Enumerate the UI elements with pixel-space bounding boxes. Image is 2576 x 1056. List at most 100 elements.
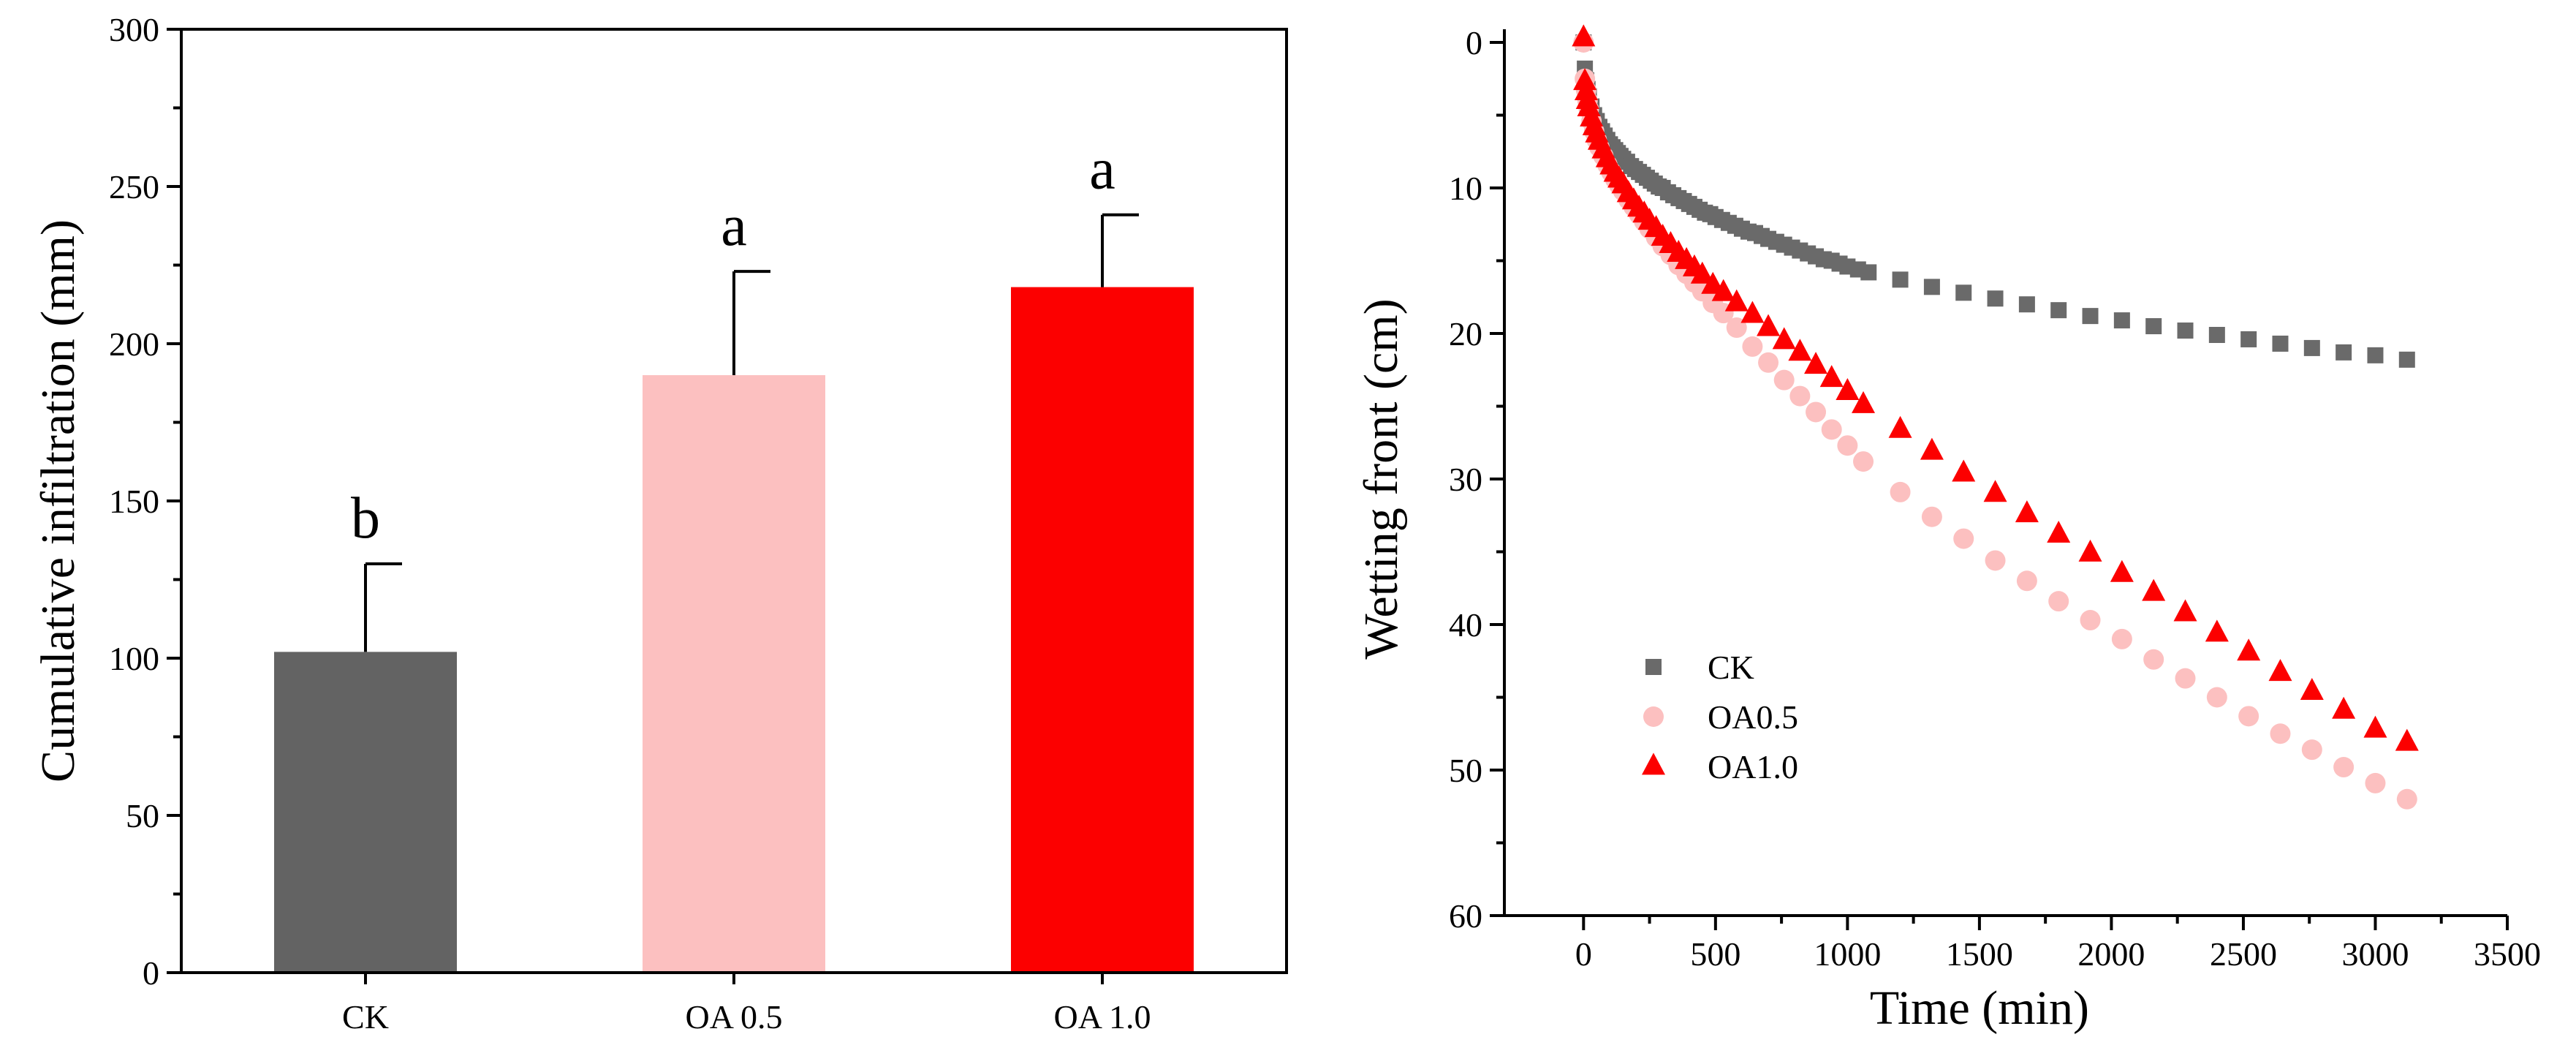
data-point: [2268, 659, 2292, 682]
legend-marker: [1645, 659, 1662, 675]
data-point: [2018, 296, 2035, 313]
error-bars: [364, 213, 1139, 652]
data-point: [1955, 284, 1972, 301]
data-point: [2396, 788, 2417, 810]
data-point: [1773, 369, 1795, 391]
data-point: [1788, 339, 1812, 361]
data-point: [1690, 261, 1714, 284]
data-point: [2237, 638, 2261, 661]
data-point: [2177, 323, 2194, 339]
bar-series: [274, 287, 1194, 973]
data-point: [2142, 578, 2166, 601]
data-point: [2332, 696, 2356, 719]
x-tick-label: 500: [1690, 935, 1740, 973]
legend-item: OA1.0: [1642, 748, 1798, 785]
x-tick-label: CK: [342, 998, 389, 1036]
data-point: [2175, 668, 2196, 689]
data-point: [2333, 757, 2355, 778]
data-point: [1852, 391, 1876, 413]
y-tick-label: 0: [1466, 24, 1482, 61]
data-point: [1821, 419, 1842, 440]
bar-x-ticks: CK OA 0.5 OA 1.0: [342, 973, 1151, 1036]
series-OA1.0: [1572, 24, 2419, 751]
data-point: [2080, 610, 2101, 631]
data-point: [1724, 289, 1749, 312]
scatter-points: [1572, 24, 2419, 810]
bar: [274, 652, 457, 973]
data-point: [2050, 302, 2067, 319]
x-tick-label: OA 1.0: [1054, 998, 1151, 1036]
data-point: [1983, 480, 2007, 502]
data-point: [1742, 336, 1763, 357]
y-tick-label: 10: [1449, 170, 1482, 207]
y-tick-label: 50: [126, 797, 159, 834]
legend-item: CK: [1645, 649, 1754, 686]
data-point: [1987, 290, 2004, 307]
data-point: [1923, 279, 1940, 295]
y-tick-label: 200: [109, 325, 159, 363]
data-point: [1711, 279, 1735, 301]
data-point: [1953, 528, 1974, 549]
x-tick-label: 3000: [2341, 935, 2409, 973]
y-tick-label: 60: [1449, 897, 1482, 935]
data-point: [2078, 539, 2102, 562]
legend-label: CK: [1708, 649, 1754, 686]
data-point: [2016, 570, 2037, 592]
data-point: [1853, 451, 1874, 472]
data-point: [2113, 312, 2130, 329]
data-point: [1740, 301, 1765, 323]
data-point: [2048, 591, 2069, 612]
data-point: [1757, 314, 1781, 336]
data-point: [1758, 352, 1779, 373]
y-tick-label: 300: [109, 11, 159, 48]
y-tick-label: 20: [1449, 315, 1482, 352]
data-point: [2082, 308, 2099, 325]
significance-letter: b: [351, 486, 380, 551]
data-point: [2111, 628, 2132, 649]
data-point: [2205, 619, 2229, 642]
data-point: [2143, 649, 2164, 670]
data-point: [2145, 318, 2162, 335]
data-point: [2047, 521, 2071, 543]
data-point: [2110, 559, 2134, 582]
data-point: [2173, 599, 2197, 622]
data-point: [2303, 339, 2320, 356]
scatter-x-ticks: 0 500 1000 1500 2000 2500 3000 3500: [1575, 916, 2541, 973]
data-point: [1819, 365, 1844, 388]
scatter-x-axis-title: Time (min): [1870, 981, 2089, 1035]
legend-label: OA1.0: [1708, 748, 1798, 785]
legend-item: OA0.5: [1643, 698, 1798, 736]
scatter-y-axis-title: Wetting front (cm): [1355, 298, 1408, 659]
significance-letter: a: [1089, 137, 1115, 202]
data-point: [1804, 352, 1828, 374]
data-point: [2206, 687, 2227, 708]
legend-marker: [1642, 753, 1665, 775]
data-point: [2300, 677, 2324, 700]
legend-label: OA0.5: [1708, 698, 1798, 736]
data-point: [1836, 378, 1860, 400]
x-tick-label: 1000: [1814, 935, 1881, 973]
bar-y-axis-title: Cumulative infiltration (mm): [31, 219, 85, 782]
data-point: [1890, 481, 1911, 502]
data-point: [2270, 723, 2291, 744]
y-tick-label: 150: [109, 483, 159, 520]
x-tick-label: 3500: [2474, 935, 2541, 973]
data-point: [1920, 437, 1944, 460]
data-point: [2367, 347, 2384, 363]
y-tick-label: 100: [109, 640, 159, 677]
data-point: [2363, 715, 2387, 738]
data-point: [1860, 264, 1877, 281]
y-tick-label: 0: [143, 954, 159, 992]
data-point: [1806, 401, 1827, 423]
bar: [1011, 287, 1194, 973]
y-tick-label: 40: [1449, 606, 1482, 644]
bar: [643, 375, 825, 973]
series-CK: [1575, 34, 2415, 368]
data-point: [2365, 772, 2386, 793]
x-tick-label: OA 0.5: [686, 998, 783, 1036]
data-point: [2240, 331, 2257, 347]
legend: CK OA0.5 OA1.0: [1642, 649, 1798, 785]
data-point: [2398, 351, 2415, 368]
data-point: [1573, 68, 1597, 91]
